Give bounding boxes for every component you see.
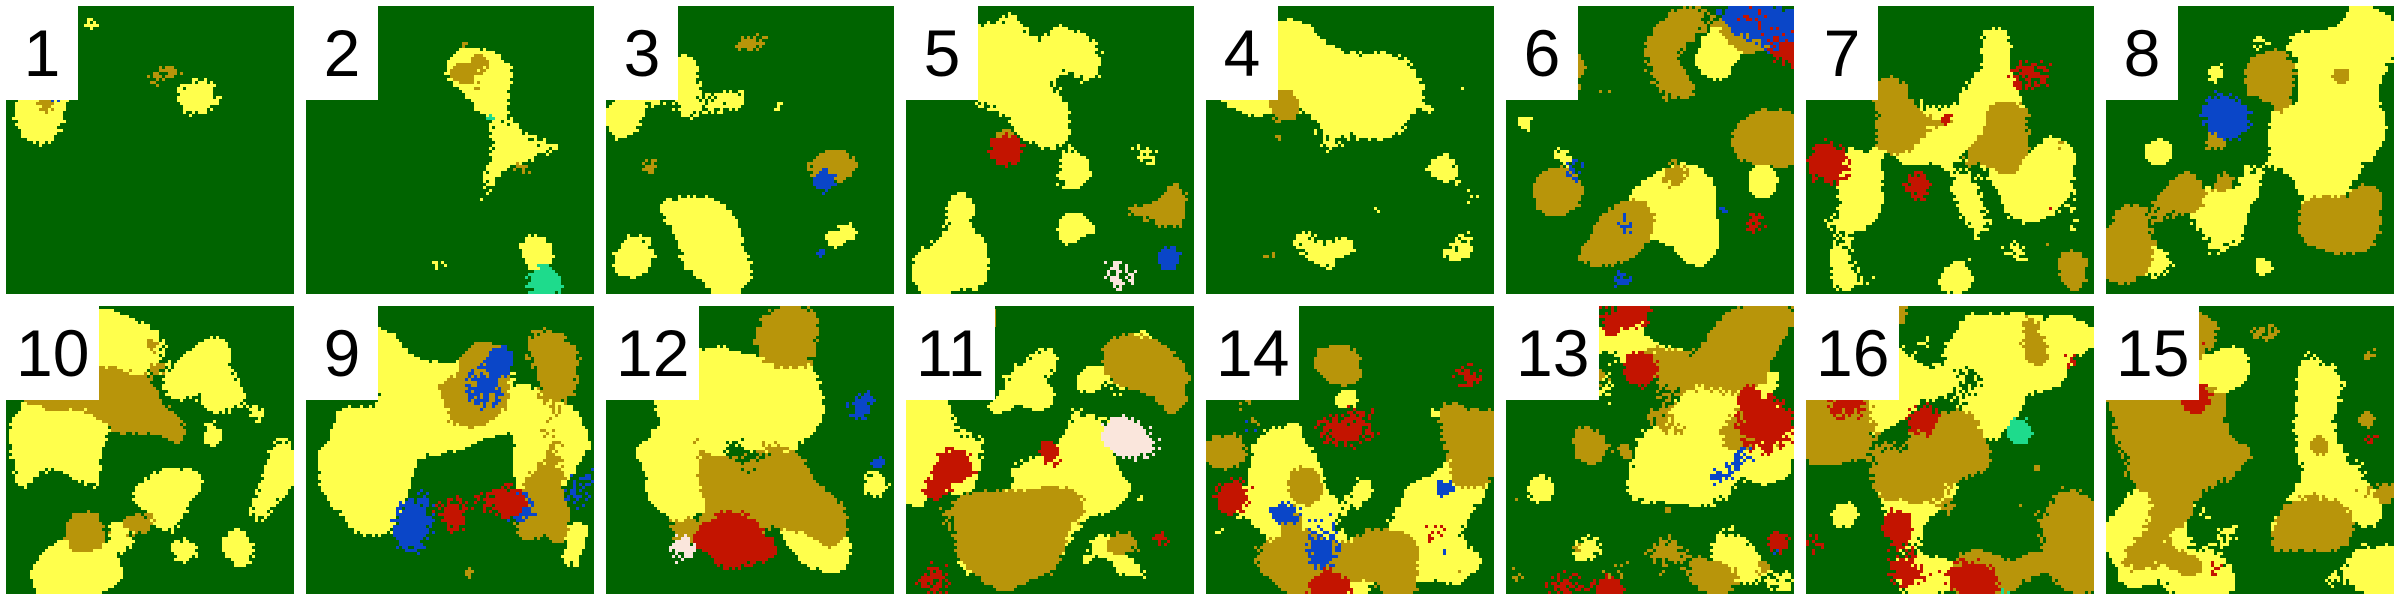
- tile-number-label: 1: [6, 6, 78, 100]
- map-tile: 1: [6, 6, 294, 294]
- map-tile: 7: [1806, 6, 2094, 294]
- map-tile: 11: [906, 306, 1194, 594]
- map-tile: 2: [306, 6, 594, 294]
- map-tile: 8: [2106, 6, 2394, 294]
- tile-number-label: 9: [306, 306, 378, 400]
- map-tile: 15: [2106, 306, 2394, 594]
- map-tile: 14: [1206, 306, 1494, 594]
- map-tile: 4: [1206, 6, 1494, 294]
- map-tile: 13: [1506, 306, 1794, 594]
- tile-number-label: 12: [606, 306, 700, 400]
- tile-number-label: 7: [1806, 6, 1878, 100]
- tile-number-label: 11: [906, 306, 995, 400]
- tile-number-label: 13: [1506, 306, 1600, 400]
- map-tile: 6: [1506, 6, 1794, 294]
- map-tile: 3: [606, 6, 894, 294]
- tile-number-label: 2: [306, 6, 378, 100]
- tile-number-label: 10: [6, 306, 100, 400]
- map-tile: 12: [606, 306, 894, 594]
- map-tile: 16: [1806, 306, 2094, 594]
- tile-number-label: 15: [2106, 306, 2200, 400]
- tile-number-label: 16: [1806, 306, 1900, 400]
- tile-number-label: 3: [606, 6, 678, 100]
- map-tile: 5: [906, 6, 1194, 294]
- tile-number-label: 6: [1506, 6, 1578, 100]
- tile-number-label: 8: [2106, 6, 2178, 100]
- map-tile: 9: [306, 306, 594, 594]
- tile-number-label: 5: [906, 6, 978, 100]
- tile-number-label: 4: [1206, 6, 1278, 100]
- tile-number-label: 14: [1206, 306, 1300, 400]
- map-tile: 10: [6, 306, 294, 594]
